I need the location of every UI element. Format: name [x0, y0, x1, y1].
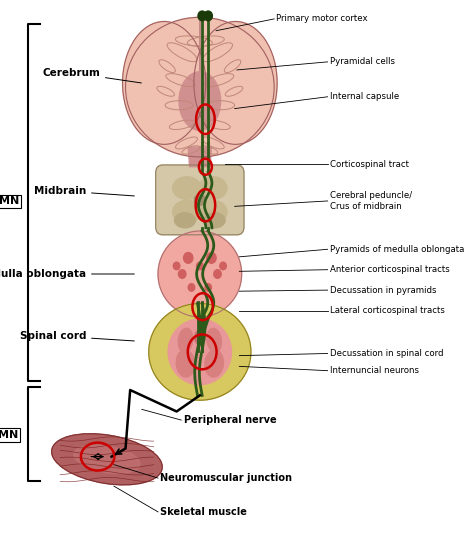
Text: Internuncial neurons: Internuncial neurons: [330, 366, 419, 375]
Text: Peripheral nerve: Peripheral nerve: [183, 415, 276, 425]
Circle shape: [205, 284, 211, 291]
Circle shape: [220, 262, 226, 270]
Circle shape: [214, 270, 221, 278]
Circle shape: [207, 253, 216, 263]
Ellipse shape: [174, 213, 195, 228]
Ellipse shape: [168, 319, 231, 385]
Text: Neuromuscular junction: Neuromuscular junction: [160, 473, 292, 483]
Circle shape: [179, 270, 186, 278]
Ellipse shape: [52, 433, 162, 485]
Ellipse shape: [194, 195, 205, 206]
Text: Spinal cord: Spinal cord: [19, 331, 134, 341]
Text: Lateral corticospinal tracts: Lateral corticospinal tracts: [330, 306, 445, 315]
Circle shape: [198, 11, 206, 21]
Circle shape: [188, 284, 195, 291]
Circle shape: [204, 11, 212, 21]
Ellipse shape: [199, 201, 227, 223]
Ellipse shape: [179, 72, 221, 130]
Text: Anterior corticospinal tracts: Anterior corticospinal tracts: [330, 265, 450, 274]
Circle shape: [183, 253, 193, 263]
Ellipse shape: [74, 445, 140, 473]
Text: Skeletal muscle: Skeletal muscle: [160, 507, 247, 517]
Ellipse shape: [204, 213, 225, 228]
Ellipse shape: [199, 177, 227, 199]
Text: Internal capsule: Internal capsule: [330, 92, 399, 101]
Circle shape: [173, 262, 180, 270]
Ellipse shape: [205, 350, 223, 377]
Ellipse shape: [173, 177, 201, 199]
Ellipse shape: [176, 350, 195, 377]
FancyBboxPatch shape: [155, 165, 244, 235]
Ellipse shape: [173, 201, 201, 223]
Ellipse shape: [123, 21, 206, 144]
Text: Cerebrum: Cerebrum: [42, 67, 141, 83]
Text: Primary motor cortex: Primary motor cortex: [276, 14, 368, 24]
Text: Decussation in spinal cord: Decussation in spinal cord: [330, 349, 443, 358]
Ellipse shape: [207, 328, 221, 352]
Text: LMN: LMN: [0, 430, 18, 440]
Text: Corticospinal tract: Corticospinal tract: [330, 160, 409, 169]
Ellipse shape: [194, 21, 277, 144]
Circle shape: [197, 262, 203, 270]
Ellipse shape: [126, 18, 274, 157]
Ellipse shape: [158, 231, 242, 317]
Text: Pyramidal cells: Pyramidal cells: [330, 58, 395, 66]
Ellipse shape: [195, 330, 205, 345]
Polygon shape: [188, 147, 211, 167]
Text: UMN: UMN: [0, 197, 19, 207]
Text: Cerebral peduncle/
Crus of midbrain: Cerebral peduncle/ Crus of midbrain: [330, 191, 412, 210]
Text: Midbrain: Midbrain: [34, 186, 134, 196]
Ellipse shape: [149, 304, 251, 400]
Text: Medulla oblongata: Medulla oblongata: [0, 269, 134, 279]
Text: Pyramids of medulla oblongata: Pyramids of medulla oblongata: [330, 245, 464, 254]
Text: Decussation in pyramids: Decussation in pyramids: [330, 286, 437, 295]
Ellipse shape: [178, 328, 193, 352]
